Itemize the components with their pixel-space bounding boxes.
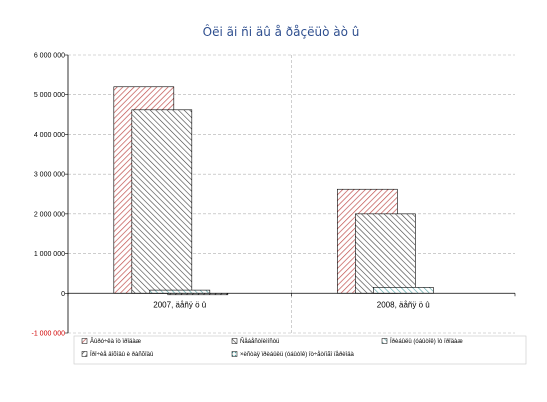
legend: Âûðó÷êà îò ïðîäàæ Ñåáåñòîèìîñòü Ïðèáûëü (ó… <box>81 338 463 358</box>
y-tick-label: 1 000 000 <box>34 251 65 258</box>
y-tick-label: 4 000 000 <box>34 132 65 139</box>
legend-swatch <box>381 338 388 344</box>
legend-swatch <box>81 338 88 344</box>
y-tick-label: 5 000 000 <box>34 92 65 99</box>
legend-swatch <box>231 351 238 357</box>
bar <box>131 109 193 294</box>
bar <box>373 287 434 294</box>
legend-label: Ïðî÷èå äîõîäû è ðàñõîäû <box>90 351 153 358</box>
chart-title: Ôëi ãi ñi äû å ðåçëüò àò û <box>203 24 360 39</box>
y-tick-labels: 6 000 000 5 000 000 4 000 000 3 000 000 2 00… <box>32 53 66 338</box>
category-labels: 2007, äåñÿ ö û 2008, äåñÿ ö û <box>153 300 429 309</box>
y-tick-label: 0 <box>61 291 65 298</box>
legend-label: Âûðó÷êà îò ïðîäàæ <box>90 338 142 345</box>
legend-label: ×èñòàÿ ïðèáûëü (óáûòîê) îò÷åòíîãî ïåðèîä… <box>240 351 355 358</box>
legend-label: Ñåáåñòîèìîñòü <box>240 338 279 345</box>
grid <box>68 54 515 334</box>
bars <box>113 86 434 296</box>
legend-box <box>73 335 527 365</box>
y-tick-label: 2 000 000 <box>34 211 65 218</box>
y-tick-label: -1 000 000 <box>32 331 66 338</box>
category-label: 2007, äåñÿ ö û <box>153 300 206 309</box>
bar <box>149 289 211 294</box>
y-tick-label: 6 000 000 <box>34 53 65 60</box>
category-label: 2008, äåñÿ ö û <box>377 300 430 309</box>
legend-swatch <box>81 351 88 357</box>
legend-swatch <box>231 338 238 344</box>
axes <box>65 54 516 334</box>
y-tick-label: 3 000 000 <box>34 172 65 179</box>
bar <box>355 213 416 294</box>
legend-label: Ïðèáûëü (óáûòîê) îò ïðîäàæ <box>390 338 463 345</box>
